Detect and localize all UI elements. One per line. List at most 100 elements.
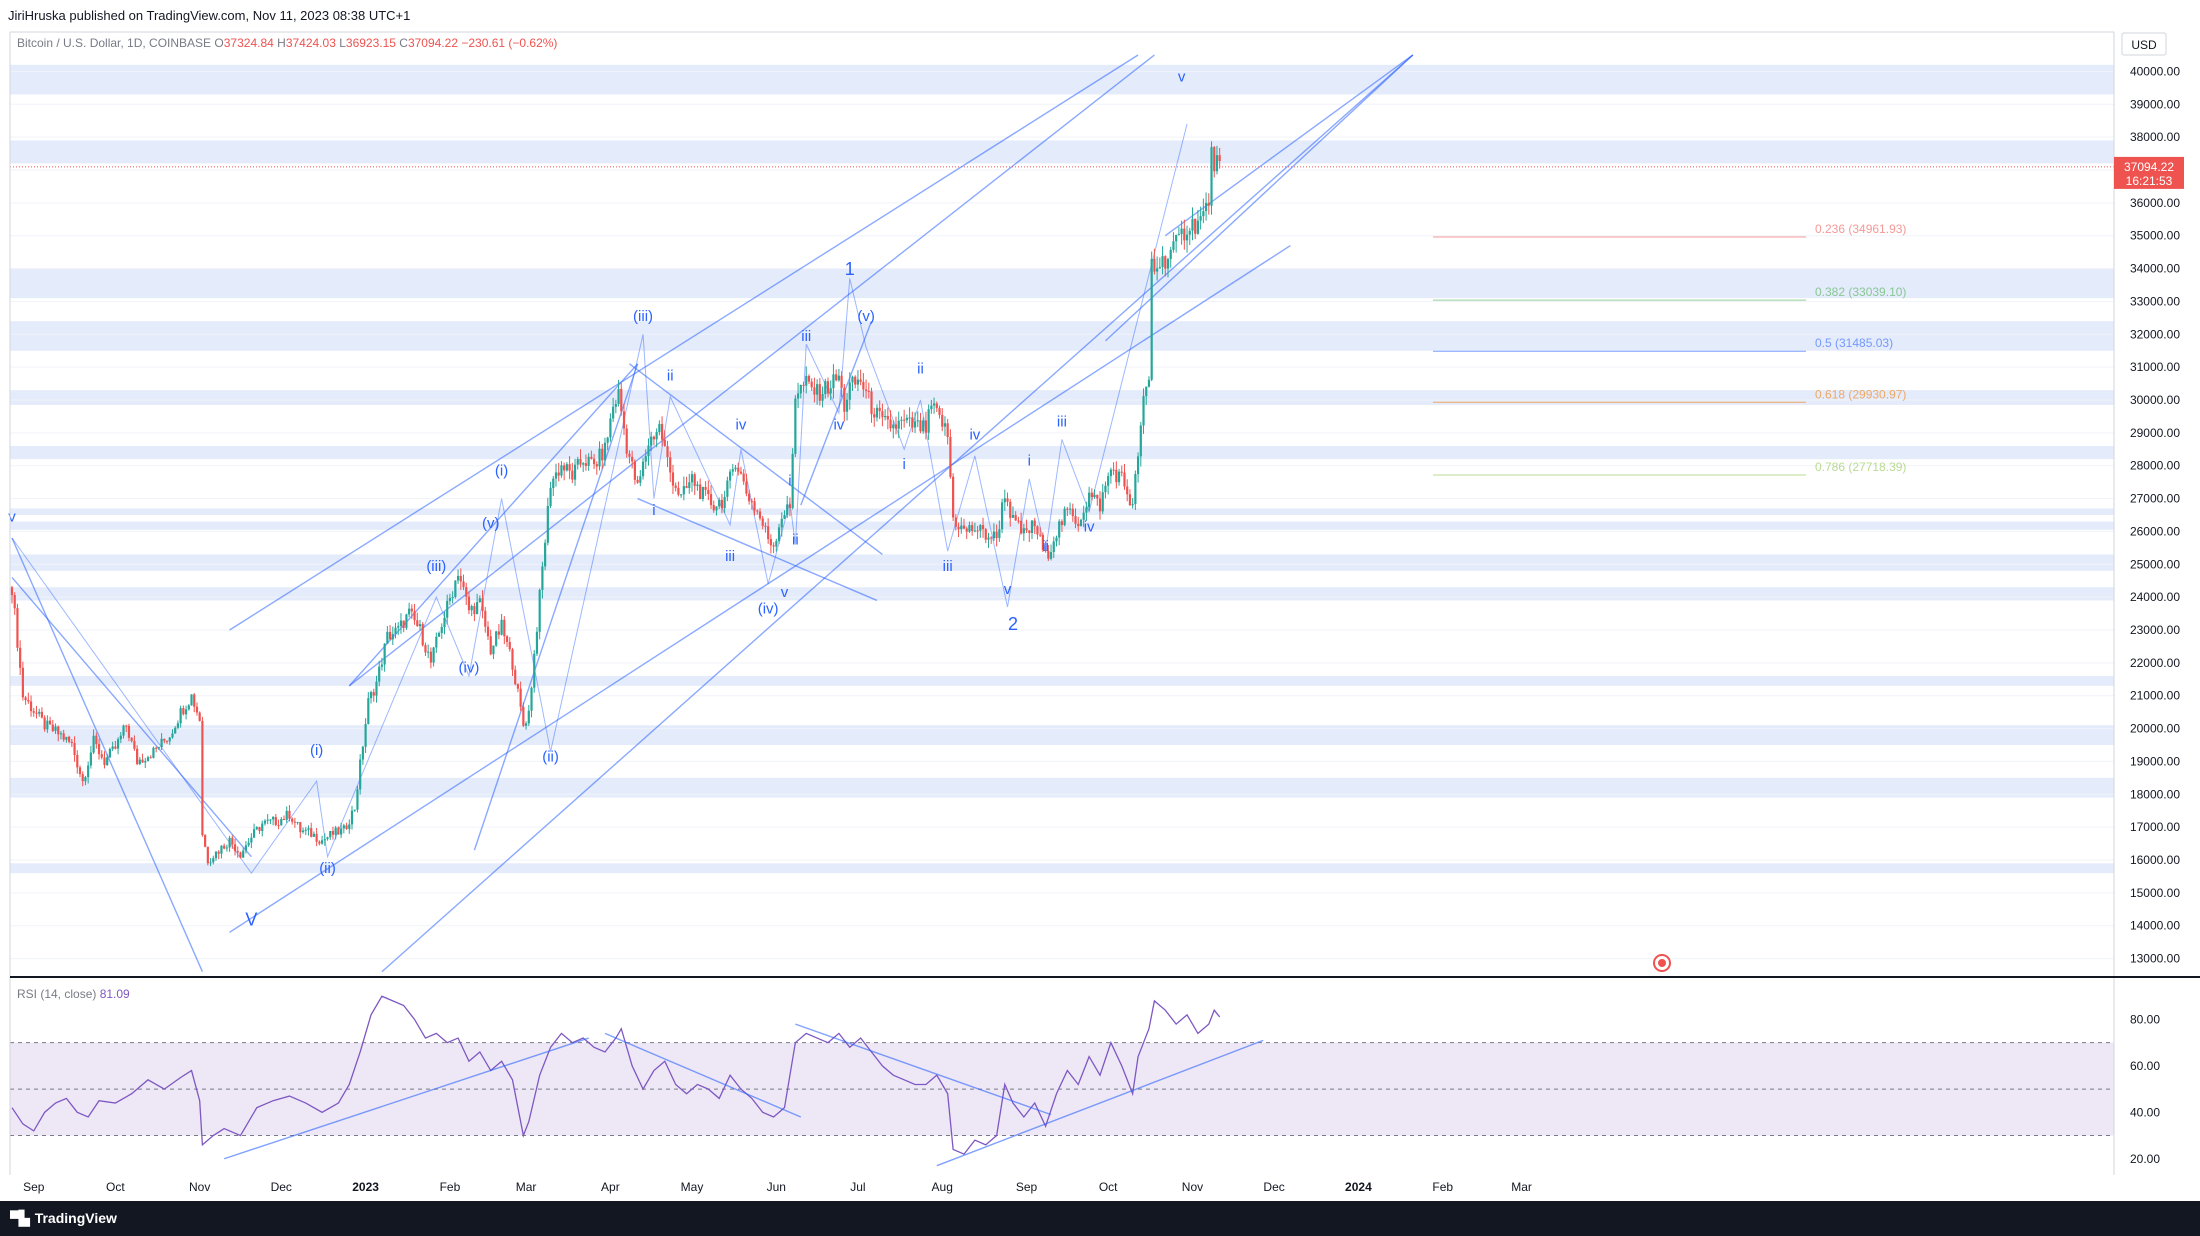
candle-body	[258, 827, 261, 831]
candle-body	[1017, 520, 1020, 522]
price-zone	[10, 554, 2114, 571]
candle-body	[1052, 541, 1055, 553]
wave-label: (iii)	[633, 308, 653, 325]
price-tick-label: 39000.00	[2130, 97, 2180, 111]
candle-body	[87, 765, 90, 778]
candle-body	[1030, 520, 1034, 534]
candle-body	[788, 504, 792, 508]
candle-body	[557, 472, 560, 476]
candle-body	[10, 587, 14, 595]
wave-label: ii	[1042, 538, 1049, 555]
candle-body	[231, 837, 234, 845]
candle-body	[742, 473, 745, 482]
rsi-trend-line	[795, 1023, 1052, 1116]
candle-body	[454, 580, 457, 598]
candle-body	[731, 469, 734, 472]
time-tick-label: Nov	[1182, 1180, 1203, 1194]
candle-body	[908, 417, 911, 419]
candle-body	[397, 626, 400, 628]
candle-body	[1136, 456, 1140, 475]
chart-area[interactable]: 0.236 (34961.93) 0.382 (33039.10) 0.5 (314…	[0, 0, 2200, 1201]
candle-body	[465, 587, 468, 597]
candle-body	[1120, 471, 1123, 473]
candle-body	[1188, 230, 1191, 235]
candle-body	[587, 456, 590, 466]
candle-body	[758, 511, 762, 519]
wave-label: ii	[667, 367, 674, 384]
candle-body	[750, 501, 753, 503]
candle-body	[54, 726, 57, 731]
candle-body	[682, 486, 685, 495]
candle-body	[845, 399, 849, 412]
candle-body	[369, 692, 373, 699]
candle-body	[753, 501, 756, 511]
candle-body	[503, 619, 506, 637]
time-tick-label: 2023	[352, 1180, 379, 1194]
time-tick-label: Dec	[271, 1180, 292, 1194]
candle-body	[984, 529, 987, 540]
candle-body	[739, 471, 743, 474]
candle-body	[81, 774, 84, 782]
candle-body	[1126, 486, 1129, 495]
candle-body	[95, 735, 98, 744]
candle-body	[1093, 494, 1096, 498]
candle-body	[310, 828, 313, 837]
candle-body	[312, 833, 316, 837]
fib-level-label: 0.618 (29930.97)	[1815, 387, 1906, 401]
candle-body	[856, 379, 860, 385]
candle-body	[973, 530, 976, 532]
candle-body	[1025, 528, 1028, 531]
candle-body	[704, 486, 707, 490]
candle-body	[497, 631, 500, 635]
candle-body	[1020, 520, 1023, 534]
wave-label: iii	[943, 558, 953, 575]
candle-body	[114, 746, 117, 749]
candle-body	[821, 394, 824, 401]
candle-body	[348, 824, 351, 829]
candle-body	[24, 697, 27, 701]
candle-body	[1169, 249, 1172, 260]
candle-body	[946, 423, 949, 437]
candle-body	[236, 851, 239, 853]
candle-body	[155, 747, 158, 749]
candle-body	[391, 634, 394, 640]
publisher-line: JiriHruska published on TradingView.com,…	[8, 8, 411, 23]
wave-label: iii	[801, 328, 811, 345]
candle-body	[13, 594, 16, 609]
wave-label: (iv)	[459, 660, 480, 677]
candle-body	[1175, 235, 1178, 242]
candle-body	[560, 465, 563, 476]
candle-body	[609, 418, 612, 438]
candle-body	[932, 403, 936, 406]
candle-body	[631, 456, 634, 462]
candle-body	[884, 415, 887, 418]
chart-header: JiriHruska published on TradingView.com,…	[0, 0, 2200, 32]
price-tick-label: 26000.00	[2130, 524, 2180, 538]
price-zone	[10, 676, 2114, 686]
trend-line	[229, 54, 1139, 631]
candle-body	[764, 525, 767, 527]
candle-body	[340, 828, 343, 835]
candle-body	[1066, 508, 1069, 510]
candle-body	[288, 810, 291, 819]
candle-body	[108, 749, 112, 758]
time-tick-label: Jun	[767, 1180, 786, 1194]
candle-body	[603, 442, 607, 461]
candle-body	[429, 651, 432, 663]
trend-line	[473, 363, 639, 851]
tradingview-logo[interactable]: ▀▙ TradingView	[10, 1210, 117, 1227]
candle-body	[1090, 492, 1093, 498]
candle-body	[1115, 469, 1118, 483]
candle-body	[851, 376, 854, 383]
candle-body	[552, 478, 555, 489]
candle-body	[511, 649, 514, 670]
candle-body	[924, 420, 928, 433]
candle-body	[837, 375, 840, 381]
candle-body	[1150, 258, 1153, 380]
currency-box	[2121, 32, 2167, 56]
price-zone	[10, 446, 2114, 460]
candle-body	[617, 388, 620, 404]
candle-body	[307, 828, 310, 830]
candle-body	[1156, 268, 1159, 272]
fib-level-label: 0.382 (33039.10)	[1815, 285, 1906, 299]
